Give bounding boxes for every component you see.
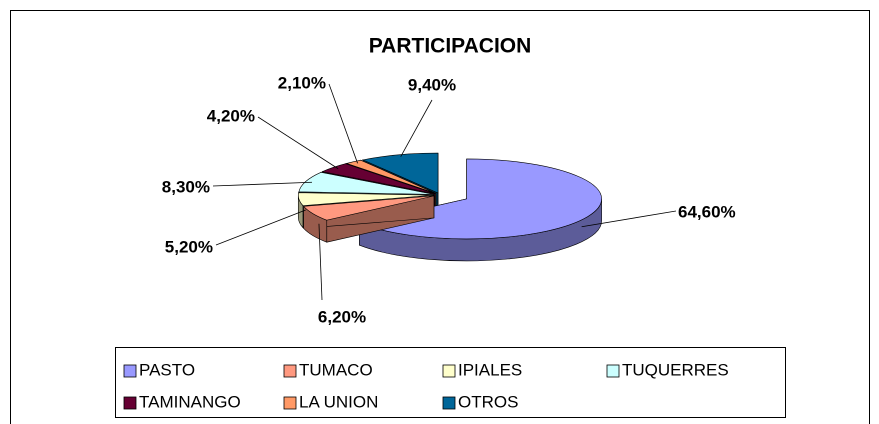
- legend-label: TAMINANGO: [139, 392, 241, 411]
- legend-label: OTROS: [458, 392, 518, 411]
- data-label: 5,20%: [165, 237, 213, 256]
- data-label: 2,10%: [278, 73, 326, 92]
- slice: [361, 152, 439, 194]
- slice: [302, 195, 435, 221]
- chart-title: PARTICIPACION: [369, 35, 532, 58]
- slice: [321, 163, 436, 194]
- data-label: 8,30%: [162, 177, 210, 196]
- leader-line: [581, 210, 677, 228]
- legend-swatch: [123, 396, 137, 410]
- legend-label: PASTO: [139, 360, 195, 379]
- data-label: 6,20%: [318, 307, 366, 326]
- legend-swatch: [442, 364, 456, 378]
- legend-swatch: [442, 396, 456, 410]
- leader-line: [400, 99, 433, 157]
- legend-label: TUQUERRES: [622, 360, 729, 379]
- data-label: 4,20%: [207, 106, 255, 125]
- legend-swatch: [283, 396, 297, 410]
- slice: [345, 159, 437, 194]
- slice: [298, 171, 434, 195]
- slice: [297, 192, 434, 206]
- legend-label: IPIALES: [458, 360, 522, 379]
- data-label: 9,40%: [408, 75, 456, 94]
- legend-label: LA UNION: [299, 392, 378, 411]
- leader-line: [215, 209, 306, 246]
- data-label: 64,60%: [678, 202, 736, 221]
- legend-label: TUMACO: [299, 360, 373, 379]
- leader-line: [328, 83, 358, 164]
- legend-swatch: [606, 364, 620, 378]
- legend-swatch: [123, 364, 137, 378]
- leader-line: [318, 223, 323, 301]
- leader-line: [257, 116, 339, 170]
- legend-swatch: [283, 364, 297, 378]
- leader-line: [212, 181, 313, 187]
